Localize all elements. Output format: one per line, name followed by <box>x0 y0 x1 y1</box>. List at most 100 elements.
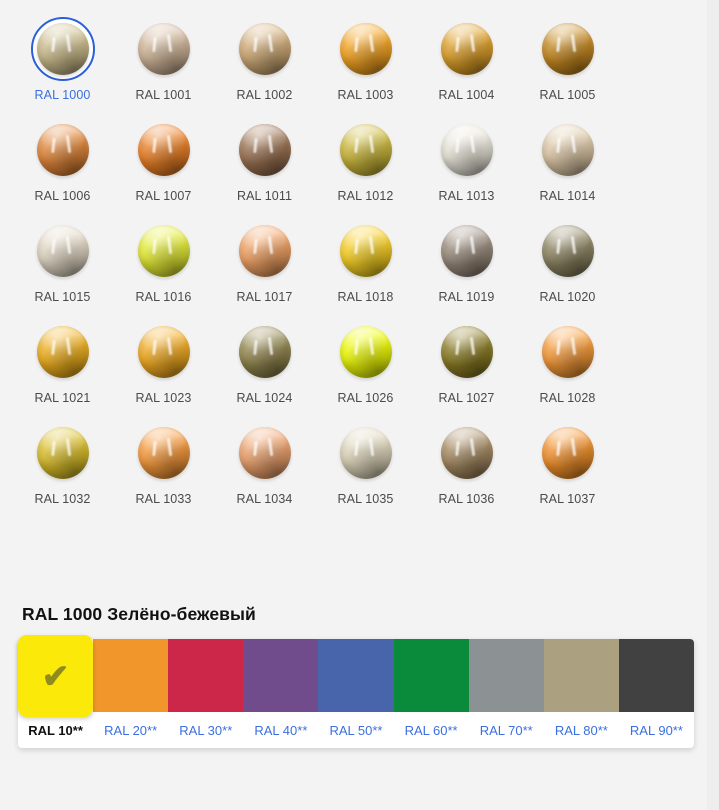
swatch-label[interactable]: RAL 1013 <box>438 189 495 203</box>
swatch-cell[interactable]: RAL 1028 <box>517 315 618 416</box>
swatch-label[interactable]: RAL 1035 <box>337 492 394 506</box>
swatch-label[interactable]: RAL 1015 <box>34 290 91 304</box>
color-sphere-icon[interactable] <box>238 427 291 479</box>
color-sphere-icon[interactable] <box>541 23 594 75</box>
swatch-cell[interactable]: RAL 1034 <box>214 416 315 517</box>
swatch-cell[interactable]: RAL 1037 <box>517 416 618 517</box>
swatch-cell[interactable]: RAL 1019 <box>416 214 517 315</box>
swatch-cell[interactable]: RAL 1036 <box>416 416 517 517</box>
swatch-label[interactable]: RAL 1017 <box>236 290 293 304</box>
color-sphere-icon[interactable] <box>36 124 89 176</box>
swatch-label[interactable]: RAL 1007 <box>135 189 192 203</box>
color-sphere-icon[interactable] <box>440 124 493 176</box>
color-sphere-icon[interactable] <box>339 124 392 176</box>
swatch-cell[interactable]: RAL 1021 <box>12 315 113 416</box>
color-sphere-icon[interactable] <box>541 326 594 378</box>
swatch-label[interactable]: RAL 1002 <box>236 88 293 102</box>
color-sphere-icon[interactable] <box>137 225 190 277</box>
swatch-label[interactable]: RAL 1034 <box>236 492 293 506</box>
swatch-label[interactable]: RAL 1004 <box>438 88 495 102</box>
color-sphere-icon[interactable] <box>440 23 493 75</box>
swatch-label[interactable]: RAL 1028 <box>539 391 596 405</box>
swatch-cell[interactable]: RAL 1001 <box>113 12 214 113</box>
color-sphere-icon[interactable] <box>238 326 291 378</box>
family-link[interactable]: RAL 40** <box>254 722 308 738</box>
swatch-label[interactable]: RAL 1016 <box>135 290 192 304</box>
swatch-cell[interactable]: RAL 1035 <box>315 416 416 517</box>
family-swatch[interactable] <box>93 639 169 712</box>
swatch-cell[interactable]: RAL 1023 <box>113 315 214 416</box>
color-sphere-icon[interactable] <box>36 23 89 75</box>
color-sphere-icon[interactable] <box>36 326 89 378</box>
swatch-label[interactable]: RAL 1036 <box>438 492 495 506</box>
color-sphere-icon[interactable] <box>339 23 392 75</box>
color-sphere-icon[interactable] <box>541 124 594 176</box>
family-swatch[interactable] <box>243 639 319 712</box>
swatch-label[interactable]: RAL 1037 <box>539 492 596 506</box>
family-swatch[interactable] <box>543 639 619 712</box>
swatch-cell[interactable]: RAL 1004 <box>416 12 517 113</box>
family-swatch[interactable] <box>318 639 394 712</box>
swatch-label[interactable]: RAL 1001 <box>135 88 192 102</box>
color-sphere-icon[interactable] <box>137 427 190 479</box>
color-sphere-icon[interactable] <box>541 225 594 277</box>
swatch-label[interactable]: RAL 1026 <box>337 391 394 405</box>
swatch-cell[interactable]: RAL 1014 <box>517 113 618 214</box>
swatch-label[interactable]: RAL 1014 <box>539 189 596 203</box>
swatch-cell[interactable]: RAL 1027 <box>416 315 517 416</box>
swatch-cell[interactable]: RAL 1024 <box>214 315 315 416</box>
swatch-cell[interactable]: RAL 1002 <box>214 12 315 113</box>
color-sphere-icon[interactable] <box>36 427 89 479</box>
swatch-cell[interactable]: RAL 1020 <box>517 214 618 315</box>
swatch-label[interactable]: RAL 1011 <box>236 189 292 203</box>
swatch-cell[interactable]: RAL 1015 <box>12 214 113 315</box>
family-swatch[interactable]: ✔ <box>18 635 94 717</box>
family-link[interactable]: RAL 10** <box>28 722 83 738</box>
family-link[interactable]: RAL 50** <box>329 722 383 738</box>
swatch-cell[interactable]: RAL 1018 <box>315 214 416 315</box>
swatch-label[interactable]: RAL 1024 <box>236 391 293 405</box>
swatch-cell[interactable]: RAL 1016 <box>113 214 214 315</box>
color-sphere-icon[interactable] <box>238 225 291 277</box>
color-sphere-icon[interactable] <box>339 326 392 378</box>
swatch-label[interactable]: RAL 1021 <box>34 391 91 405</box>
color-sphere-icon[interactable] <box>238 23 291 75</box>
swatch-label[interactable]: RAL 1027 <box>438 391 495 405</box>
swatch-cell[interactable]: RAL 1017 <box>214 214 315 315</box>
swatch-cell[interactable]: RAL 1011 <box>214 113 315 214</box>
swatch-label[interactable]: RAL 1018 <box>337 290 394 304</box>
color-sphere-icon[interactable] <box>440 225 493 277</box>
swatch-label[interactable]: RAL 1032 <box>34 492 91 506</box>
family-swatch[interactable] <box>393 639 469 712</box>
swatch-label[interactable]: RAL 1020 <box>539 290 596 304</box>
swatch-cell[interactable]: RAL 1033 <box>113 416 214 517</box>
color-sphere-icon[interactable] <box>137 326 190 378</box>
color-sphere-icon[interactable] <box>36 225 89 277</box>
color-sphere-icon[interactable] <box>541 427 594 479</box>
family-swatch[interactable] <box>468 639 544 712</box>
color-sphere-icon[interactable] <box>339 225 392 277</box>
swatch-label[interactable]: RAL 1019 <box>438 290 495 304</box>
swatch-cell[interactable]: RAL 1012 <box>315 113 416 214</box>
swatch-label[interactable]: RAL 1012 <box>337 189 394 203</box>
color-sphere-icon[interactable] <box>339 427 392 479</box>
family-swatch[interactable] <box>168 639 244 712</box>
family-link[interactable]: RAL 30** <box>179 722 233 738</box>
swatch-label[interactable]: RAL 1005 <box>539 88 596 102</box>
color-sphere-icon[interactable] <box>440 427 493 479</box>
color-sphere-icon[interactable] <box>440 326 493 378</box>
family-link[interactable]: RAL 90** <box>629 722 683 738</box>
color-sphere-icon[interactable] <box>137 23 190 75</box>
swatch-label[interactable]: RAL 1033 <box>135 492 192 506</box>
family-swatch[interactable] <box>618 639 694 712</box>
swatch-label[interactable]: RAL 1003 <box>337 88 394 102</box>
swatch-cell[interactable]: RAL 1007 <box>113 113 214 214</box>
swatch-cell[interactable]: RAL 1003 <box>315 12 416 113</box>
color-sphere-icon[interactable] <box>238 124 291 176</box>
swatch-cell[interactable]: RAL 1006 <box>12 113 113 214</box>
family-link[interactable]: RAL 20** <box>104 722 158 738</box>
swatch-label[interactable]: RAL 1023 <box>135 391 192 405</box>
swatch-cell[interactable]: RAL 1026 <box>315 315 416 416</box>
swatch-label[interactable]: RAL 1006 <box>34 189 91 203</box>
swatch-label[interactable]: RAL 1000 <box>34 88 91 102</box>
